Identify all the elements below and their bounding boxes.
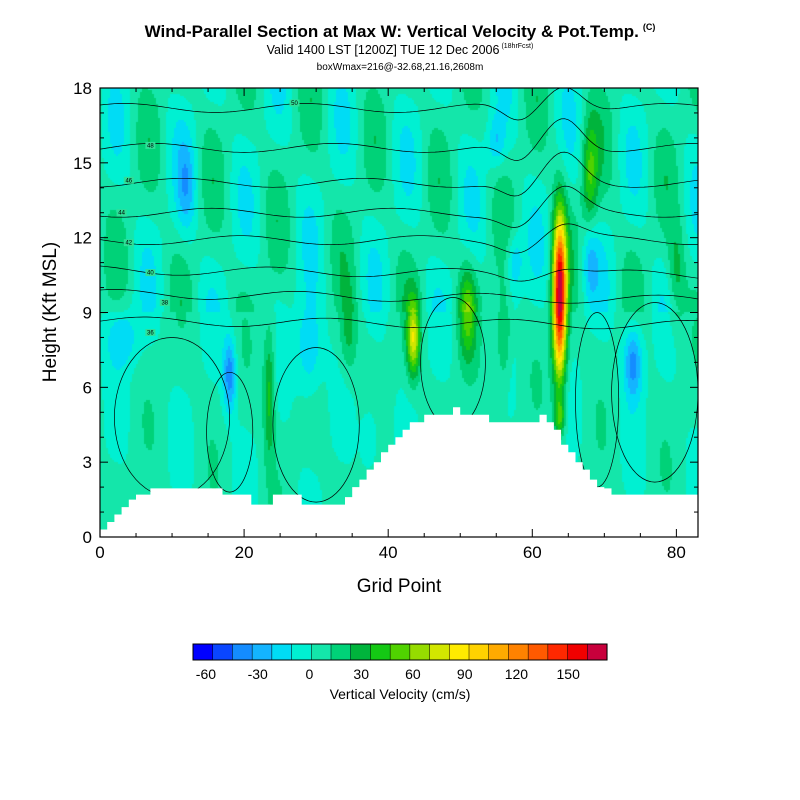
theta-label-bg (123, 176, 134, 184)
theta-contour-label: 46 (125, 178, 132, 184)
x-tick-label: 0 (95, 543, 104, 562)
theta-contour-line (100, 185, 698, 228)
theta-label-bg (145, 269, 156, 277)
theta-contours: 36 38 40 42 44 46 48 50 (100, 88, 698, 503)
colorbar-tick-label: 150 (557, 666, 581, 682)
colorbar-swatch (291, 643, 312, 661)
theta-label-bg (289, 99, 300, 107)
theta-contour-loop (206, 371, 254, 493)
forecast-hour-text: (18hrFcst) (501, 43, 534, 50)
theta-contour-label: 42 (125, 241, 132, 247)
colorbar-tick-label: -60 (196, 666, 216, 682)
chart-subtitle: Valid 1400 LST [1200Z] TUE 12 Dec 2006 (1… (0, 43, 800, 57)
colorbar-swatch (330, 643, 352, 661)
theta-contour-label: 36 (147, 331, 154, 337)
theta-label-bg (123, 239, 134, 247)
theta-contour-label: 38 (161, 301, 168, 307)
theta-contour-line (100, 265, 698, 282)
colorbar-tick-label: 30 (353, 666, 369, 682)
theta-label-bg (116, 209, 127, 217)
colorbar-swatch (468, 643, 490, 661)
theta-contour-loop (272, 347, 360, 503)
colorbar-frame (192, 643, 608, 661)
theta-label-bg (145, 141, 156, 149)
theta-contour-label: 48 (147, 143, 154, 149)
colorbar-tick-label: -30 (248, 666, 268, 682)
colorbar-swatch (488, 643, 509, 661)
theta-contour-label: 50 (291, 101, 298, 107)
x-tick-label: 20 (235, 543, 254, 562)
y-tick-label: 0 (83, 528, 92, 547)
terrain-mask (100, 407, 698, 537)
colorbar-swatch (271, 643, 293, 661)
theta-label-bg (145, 329, 156, 336)
colorbar-swatch (251, 643, 273, 661)
y-tick-label: 6 (83, 378, 92, 397)
chart-title-suffix: (C) (642, 22, 656, 32)
box-wmax-text: boxWmax=216@-32.68,21.16,2608m (316, 62, 484, 73)
y-tick-label: 15 (73, 154, 92, 173)
chart-title: Wind-Parallel Section at Max W: Vertical… (0, 22, 800, 42)
y-tick-label: 3 (83, 453, 92, 472)
theta-contour-line (100, 88, 698, 121)
y-tick-label: 12 (73, 229, 92, 248)
colorbar: -60 -30 0 30 60 90 120 150 (192, 643, 608, 682)
colorbar-swatch (232, 643, 253, 661)
colorbar-swatch (567, 643, 588, 661)
x-axis: 0 20 40 60 80 (95, 88, 686, 562)
theta-label-bg (159, 299, 170, 306)
colorbar-swatch (311, 643, 332, 661)
y-tick-label: 18 (73, 79, 92, 98)
y-axis-title: Height (Kft MSL) (40, 242, 61, 382)
theta-contour-line (100, 151, 698, 197)
colorbar-tick-label: 120 (505, 666, 529, 682)
chart-title-text: Wind-Parallel Section at Max W: Vertical… (144, 22, 639, 41)
colorbar-swatch (192, 643, 214, 661)
colorbar-swatch (350, 643, 371, 661)
colorbar-swatch (409, 643, 431, 661)
x-tick-label: 80 (667, 543, 686, 562)
theta-contour-line (100, 118, 698, 161)
theta-contour-line (100, 289, 698, 304)
valid-time-text: Valid 1400 LST [1200Z] TUE 12 Dec 2006 (266, 43, 500, 57)
colorbar-swatch (587, 643, 608, 661)
colorbar-swatch (547, 643, 569, 661)
colorbar-swatch (449, 643, 470, 661)
colorbar-tick-label: 60 (405, 666, 421, 682)
theta-contour-label: 44 (118, 211, 125, 217)
colorbar-swatch (429, 643, 450, 661)
colorbar-tick-label: 90 (457, 666, 473, 682)
colorbar-swatch (508, 643, 529, 661)
colorbar-swatch (370, 643, 391, 661)
y-tick-label: 9 (83, 304, 92, 323)
plot-area: 36 38 40 42 44 46 48 50 (100, 88, 698, 537)
theta-contour-line (100, 223, 698, 254)
x-tick-label: 40 (379, 543, 398, 562)
colorbar-tick-label: 0 (306, 666, 314, 682)
colorbar-title: Vertical Velocity (cm/s) (330, 686, 471, 702)
theta-contour-line (100, 316, 698, 330)
colorbar-swatch (212, 643, 233, 661)
theta-contour-label: 40 (147, 271, 154, 277)
x-axis-title: Grid Point (357, 576, 442, 597)
x-tick-label: 60 (523, 543, 542, 562)
colorbar-swatch (389, 643, 411, 661)
colorbar-swatch (527, 643, 549, 661)
